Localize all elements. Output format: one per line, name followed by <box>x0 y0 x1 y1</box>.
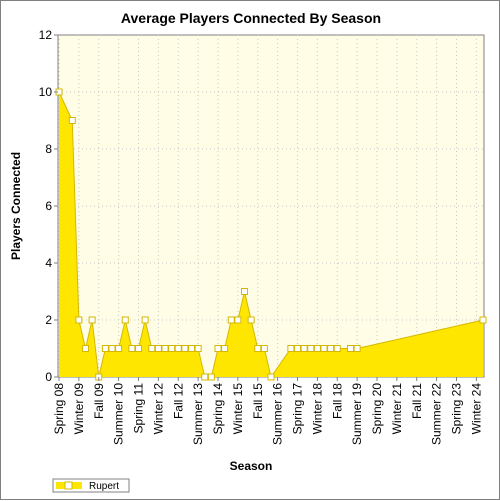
data-point-marker <box>188 345 195 352</box>
data-point-marker <box>313 345 321 352</box>
data-point-marker <box>320 345 328 352</box>
x-tick-label: Winter 21 <box>390 383 404 435</box>
data-point-marker <box>108 345 116 352</box>
y-tick-label: 2 <box>45 313 52 327</box>
data-point-marker <box>201 373 209 381</box>
data-point-marker <box>267 373 275 381</box>
x-tick-label: Fall 15 <box>251 383 265 419</box>
x-tick-label: Summer 22 <box>430 383 444 445</box>
data-point-marker <box>181 345 189 352</box>
data-point-marker <box>88 316 96 324</box>
data-point-marker <box>247 316 255 324</box>
data-point-marker <box>161 345 169 352</box>
data-point-marker <box>82 345 89 352</box>
data-point-marker <box>479 316 487 324</box>
x-tick-label: Summer 19 <box>350 383 364 445</box>
x-tick-label: Fall 09 <box>92 383 106 419</box>
data-point-marker <box>333 345 341 352</box>
data-point-marker <box>227 316 235 324</box>
x-tick-label: Fall 21 <box>410 383 424 419</box>
x-tick-label: Summer 10 <box>112 383 126 445</box>
data-point-marker <box>154 345 162 352</box>
x-axis: Spring 08 Winter 09 Fall 09 Summer 10 Spring… <box>52 377 483 445</box>
data-point-marker <box>68 117 76 124</box>
data-point-marker <box>327 345 335 352</box>
data-point-marker <box>307 345 315 352</box>
legend-label: Rupert <box>89 481 119 492</box>
data-point-marker <box>121 316 129 324</box>
data-point-marker <box>221 345 229 352</box>
data-point-marker <box>128 345 136 352</box>
x-tick-label: Fall 18 <box>330 383 344 419</box>
y-axis: 0 2 4 6 8 10 12 <box>39 28 58 384</box>
x-tick-label: Spring 08 <box>52 383 66 435</box>
y-tick-label: 10 <box>39 85 53 99</box>
data-point-marker <box>353 345 361 352</box>
data-point-marker <box>214 345 222 352</box>
data-point-marker <box>254 345 262 352</box>
x-tick-label: Spring 11 <box>132 383 146 434</box>
data-point-marker <box>347 345 354 352</box>
y-axis-title: Players Connected <box>9 152 23 260</box>
x-tick-label: Winter 24 <box>469 383 483 435</box>
data-point-marker <box>135 345 142 352</box>
plot-area <box>55 34 487 381</box>
x-axis-title: Season <box>230 459 273 473</box>
data-point-marker <box>174 345 182 352</box>
data-point-marker <box>141 316 149 324</box>
x-tick-label: Winter 15 <box>231 383 245 435</box>
chart-title: Average Players Connected By Season <box>121 10 381 26</box>
x-tick-label: Summer 13 <box>191 383 205 445</box>
data-point-marker <box>294 345 301 352</box>
legend-marker <box>64 481 73 490</box>
data-point-marker <box>148 345 156 352</box>
data-point-marker <box>115 345 123 352</box>
x-tick-label: Spring 17 <box>291 383 305 435</box>
x-tick-label: Spring 14 <box>211 383 225 435</box>
data-point-marker <box>300 345 308 352</box>
x-tick-label: Winter 18 <box>310 383 324 435</box>
y-tick-label: 8 <box>45 142 52 156</box>
data-point-marker <box>234 316 242 324</box>
data-point-marker <box>168 345 176 352</box>
y-tick-label: 12 <box>39 28 53 42</box>
data-point-marker <box>207 373 215 381</box>
x-tick-label: Spring 23 <box>450 383 464 435</box>
data-point-marker <box>241 288 248 295</box>
x-tick-label: Spring 20 <box>370 383 384 435</box>
x-tick-label: Winter 12 <box>151 383 165 435</box>
legend: Rupert <box>52 478 130 493</box>
y-tick-label: 0 <box>45 370 52 384</box>
x-tick-label: Summer 16 <box>271 383 285 445</box>
data-point-marker <box>287 345 295 352</box>
x-tick-label: Winter 09 <box>72 383 86 435</box>
data-point-marker <box>101 345 109 352</box>
data-point-marker <box>260 345 268 352</box>
y-tick-label: 6 <box>45 199 52 213</box>
data-point-marker <box>75 316 83 324</box>
y-tick-label: 4 <box>45 256 52 270</box>
series-area <box>59 92 483 377</box>
x-tick-label: Fall 12 <box>171 383 185 419</box>
data-point-marker <box>194 345 202 352</box>
